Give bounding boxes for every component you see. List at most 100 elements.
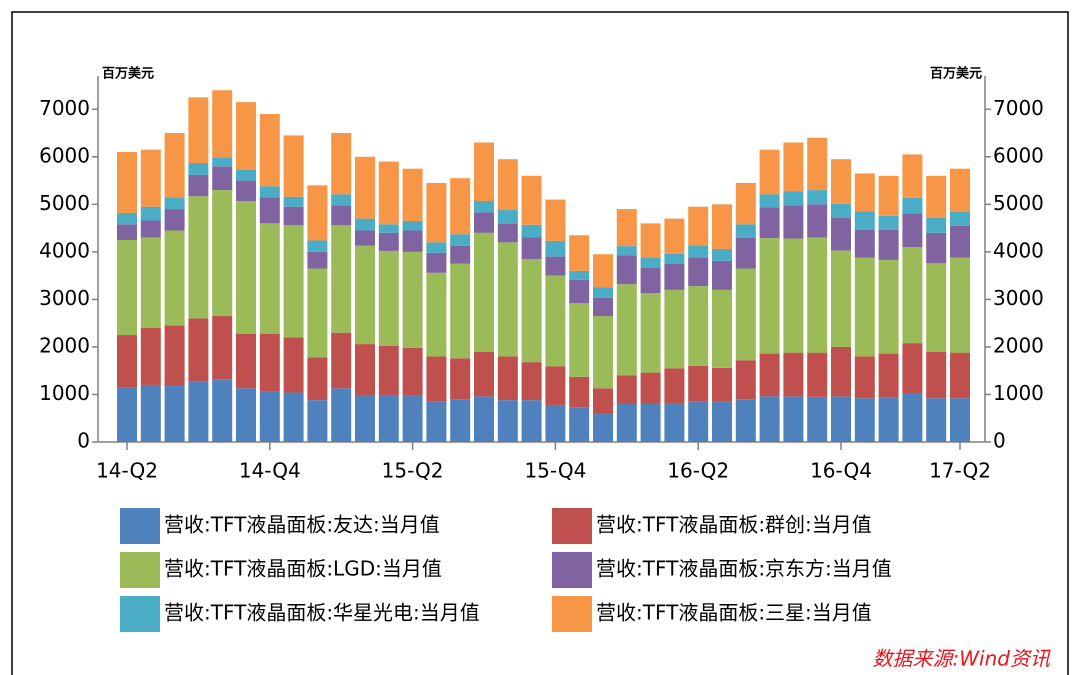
legend-label: 营收:TFT液晶面板:三星:当月值 <box>596 601 872 625</box>
bar-segment <box>712 260 732 290</box>
x-tick-label: 15-Q2 <box>382 459 444 483</box>
bar-segment <box>212 190 233 317</box>
bar-segment <box>902 154 923 198</box>
bar-segment <box>307 400 328 442</box>
y-tick-label: 0 <box>77 429 90 453</box>
bar-segment <box>426 401 447 442</box>
bar-segment <box>283 135 304 197</box>
bar-segment <box>807 352 828 397</box>
bar-segment <box>950 352 970 399</box>
bar-segment <box>331 388 352 442</box>
bar-segment <box>569 235 590 271</box>
y-tick-label: 4000 <box>39 238 90 262</box>
bar-segment <box>640 268 661 294</box>
bar-segment <box>521 259 542 363</box>
bar-segment <box>854 230 875 258</box>
bar-segment <box>926 217 947 233</box>
y2-tick-label: 6000 <box>993 143 1044 167</box>
bar-segment <box>640 293 661 373</box>
bar-segment <box>307 268 328 358</box>
bar-segment <box>140 384 161 442</box>
y2-tick-label: 2000 <box>993 333 1044 357</box>
bar-segment <box>712 401 732 442</box>
bar-segment <box>450 399 471 442</box>
bar-segment <box>759 238 780 354</box>
bar-segment <box>140 237 161 328</box>
legend-label: 营收:TFT液晶面板:LGD:当月值 <box>164 557 442 581</box>
bar-segment <box>640 403 661 442</box>
bar-segment <box>426 356 447 402</box>
bar-segment <box>259 186 280 198</box>
bar-segment <box>783 191 804 206</box>
bar-segment <box>188 162 209 175</box>
bar-segment <box>402 347 423 396</box>
y2-tick-label: 1000 <box>993 381 1044 405</box>
x-tick-label: 14-Q4 <box>239 459 301 483</box>
bar-segment <box>474 351 494 397</box>
bar-segment <box>426 252 447 273</box>
bar-segment <box>878 353 899 398</box>
bar-segment <box>831 159 851 204</box>
bar-segment <box>236 388 256 442</box>
legend-swatch <box>120 596 160 632</box>
bar-segment <box>950 398 970 442</box>
bar-segment <box>902 213 923 248</box>
bar-segment <box>402 251 423 348</box>
bar-segment <box>140 327 161 385</box>
bar-segment <box>497 356 518 401</box>
bar-segment <box>521 224 542 238</box>
bar-segment <box>854 398 875 442</box>
y-axis-label: 百万美元 <box>102 66 154 82</box>
bar-segment <box>188 318 209 382</box>
bar-segment <box>283 206 304 226</box>
bar-segment <box>378 345 399 395</box>
bar-segment <box>212 316 233 380</box>
bar-segment <box>831 203 851 218</box>
bar-segment <box>688 365 709 402</box>
bar-segment <box>545 240 566 257</box>
bar-segment <box>569 270 590 280</box>
bar-segment <box>902 197 923 214</box>
bar-segment <box>831 217 851 251</box>
legend-label: 营收:TFT液晶面板:群创:当月值 <box>596 513 872 537</box>
bar-segment <box>331 332 352 389</box>
bar-segment <box>212 379 233 442</box>
bar-segment <box>712 204 732 250</box>
bar-segment <box>402 230 423 252</box>
bar-segment <box>450 263 471 359</box>
bar-segment <box>950 257 970 353</box>
legend-swatch <box>120 508 160 544</box>
bar-segment <box>950 225 970 258</box>
bar-segment <box>426 272 447 357</box>
y-tick-label: 6000 <box>39 143 90 167</box>
legend-swatch <box>552 596 592 632</box>
bar-segment <box>474 396 494 442</box>
bar-segment <box>117 212 137 225</box>
bar-segment <box>569 303 590 377</box>
bar-segment <box>355 230 375 246</box>
bar-segment <box>926 175 947 218</box>
bar-segment <box>355 394 375 442</box>
bar-segment <box>378 232 399 251</box>
bar-segment <box>164 209 185 231</box>
y-tick-label: 7000 <box>39 96 90 120</box>
bar-segment <box>735 360 756 400</box>
bar-segment <box>307 357 328 401</box>
bar-segment <box>236 169 256 181</box>
bar-segment <box>474 212 494 233</box>
bar-segment <box>664 253 685 264</box>
bar-segment <box>378 161 399 225</box>
bar-segment <box>283 225 304 338</box>
bar-segment <box>545 275 566 367</box>
bar-segment <box>545 366 566 405</box>
bar-segment <box>378 250 399 346</box>
bar-segment <box>878 215 899 231</box>
bar-segment <box>140 149 161 207</box>
y-tick-label: 1000 <box>39 381 90 405</box>
bar-segment <box>450 178 471 235</box>
bar-segment <box>450 234 471 246</box>
bar-segment <box>854 173 875 212</box>
bar-segment <box>926 398 947 442</box>
bar-segment <box>688 245 709 258</box>
bar-segment <box>497 242 518 357</box>
